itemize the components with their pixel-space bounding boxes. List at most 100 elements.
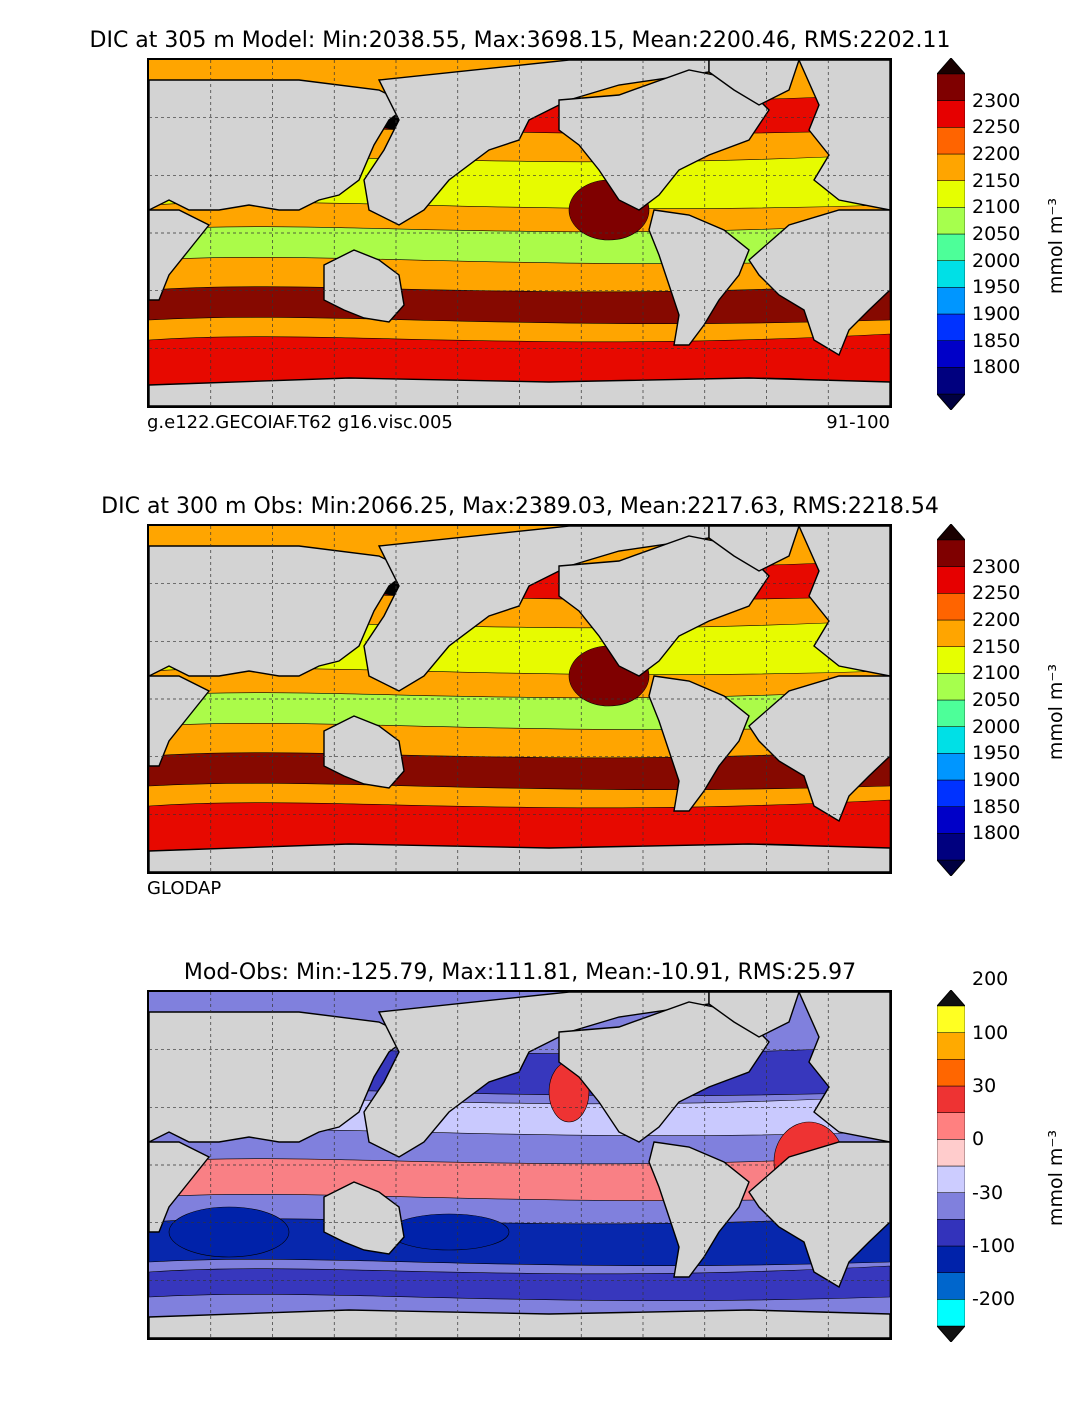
map-svg [149, 992, 890, 1338]
colorbar [937, 58, 965, 410]
colorbar-segment [937, 1005, 965, 1033]
land-mass [798, 526, 890, 677]
colorbar-extend-top [937, 58, 965, 75]
run-label: g.e122.GECOIAF.T62 g16.visc.005 [147, 412, 453, 433]
colorbar-tick-label: 1950 [972, 276, 1021, 299]
colorbar-tick-label: 2150 [972, 169, 1021, 192]
colorbar-segment [937, 1245, 965, 1273]
colorbar-segment [937, 207, 965, 235]
dataset-label: GLODAP [147, 878, 222, 899]
colorbar-tick-label: 1800 [972, 822, 1021, 845]
colorbar-segment [937, 833, 965, 861]
colorbar-tick-label: 2100 [972, 662, 1021, 685]
colorbar-tick-label: 200 [972, 968, 1009, 991]
colorbar-tick-label: 1950 [972, 742, 1021, 765]
panel-title: DIC at 300 m Obs: Min:2066.25, Max:2389.… [101, 494, 939, 519]
land-mass [708, 60, 800, 106]
colorbar-tick-label: 100 [972, 1021, 1009, 1044]
colorbar-segment [937, 726, 965, 754]
colorbar-segment [937, 699, 965, 727]
colorbar-tick-label: -30 [972, 1181, 1004, 1204]
land-mass [708, 526, 800, 572]
colorbar-segment [937, 1219, 965, 1247]
colorbar-tick-label: 2050 [972, 223, 1021, 245]
colorbar-tick-label: 1800 [972, 356, 1021, 379]
colorbar-segment [937, 779, 965, 807]
colorbar-tick-label: 2250 [972, 116, 1021, 139]
colorbar-tick-label: 2050 [972, 689, 1021, 711]
colorbar-tick-label: 2300 [972, 89, 1021, 112]
colorbar-tick-label: 2300 [972, 555, 1021, 578]
colorbar-segment [937, 153, 965, 181]
colorbar-tick-label: 1900 [972, 303, 1021, 325]
colorbar-segment [937, 73, 965, 101]
panel-title: DIC at 305 m Model: Min:2038.55, Max:369… [89, 28, 951, 53]
colorbar-segment [937, 180, 965, 208]
colorbar-segment [937, 1085, 965, 1113]
colorbar-extend-bottom [937, 1325, 965, 1342]
contour-blob [388, 1213, 510, 1251]
colorbar-tick-label: 2200 [972, 609, 1021, 631]
colorbar [937, 524, 965, 876]
colorbar-segment [937, 233, 965, 261]
colorbar-segment [937, 100, 965, 128]
map-svg [149, 526, 890, 872]
colorbar-segment [937, 539, 965, 567]
land-mass [748, 675, 890, 823]
colorbar-segment [937, 1059, 965, 1087]
colorbar-extend-bottom [937, 859, 965, 876]
map-plot [147, 58, 892, 408]
colorbar-tick-label: 0 [972, 1128, 985, 1151]
colorbar-unit: mmol m⁻³ [1045, 1129, 1068, 1227]
colorbar-tick-label: 2250 [972, 582, 1021, 605]
land-mass [323, 249, 405, 323]
colorbar [937, 990, 965, 1342]
panel-diff: Mod-Obs: Min:-125.79, Max:111.81, Mean:-… [0, 952, 1087, 1412]
panel-model: DIC at 305 m Model: Min:2038.55, Max:369… [0, 20, 1087, 480]
colorbar-segment [937, 367, 965, 395]
colorbar-tick-label: 1900 [972, 769, 1021, 791]
contour-blob [168, 1206, 290, 1258]
land-mass [798, 60, 890, 211]
colorbar-tick-label: 2150 [972, 635, 1021, 658]
colorbar-segment [937, 1272, 965, 1300]
land-mass [323, 1181, 405, 1255]
colorbar-segment [937, 673, 965, 701]
colorbar-tick-label: 2200 [972, 143, 1021, 165]
colorbar-segment [937, 1165, 965, 1193]
years-label: 91-100 [826, 412, 890, 433]
land-mass [323, 715, 405, 789]
colorbar-segment [937, 753, 965, 781]
colorbar-extend-top [937, 524, 965, 541]
colorbar-segment [937, 287, 965, 315]
colorbar-tick-label: 2000 [972, 249, 1021, 272]
colorbar-tick-label: 1850 [972, 329, 1021, 352]
colorbar-tick-label: 30 [972, 1075, 997, 1097]
colorbar-segment [937, 313, 965, 341]
land-mass [149, 1141, 211, 1233]
land-mass [748, 209, 890, 357]
land-mass [648, 1141, 750, 1278]
map-svg [149, 60, 890, 406]
colorbar-segment [937, 566, 965, 594]
colorbar-segment [937, 1139, 965, 1167]
colorbar-tick-label: 2000 [972, 715, 1021, 738]
land-mass [648, 209, 750, 346]
land-mass [149, 675, 211, 767]
colorbar-segment [937, 1112, 965, 1140]
colorbar-segment [937, 127, 965, 155]
land-mass [149, 209, 211, 301]
colorbar-tick-label: -100 [972, 1235, 1016, 1257]
colorbar-segment [937, 806, 965, 834]
land-mass [648, 675, 750, 812]
panel-obs: DIC at 300 m Obs: Min:2066.25, Max:2389.… [0, 486, 1087, 946]
land-mass [708, 992, 800, 1038]
colorbar-extend-bottom [937, 393, 965, 410]
colorbar-segment [937, 260, 965, 288]
colorbar-tick-label: 2100 [972, 196, 1021, 219]
colorbar-tick-label: -200 [972, 1288, 1016, 1311]
colorbar-tick-label: 1850 [972, 795, 1021, 818]
colorbar-segment [937, 593, 965, 621]
colorbar-segment [937, 619, 965, 647]
land-mass [748, 1141, 890, 1289]
